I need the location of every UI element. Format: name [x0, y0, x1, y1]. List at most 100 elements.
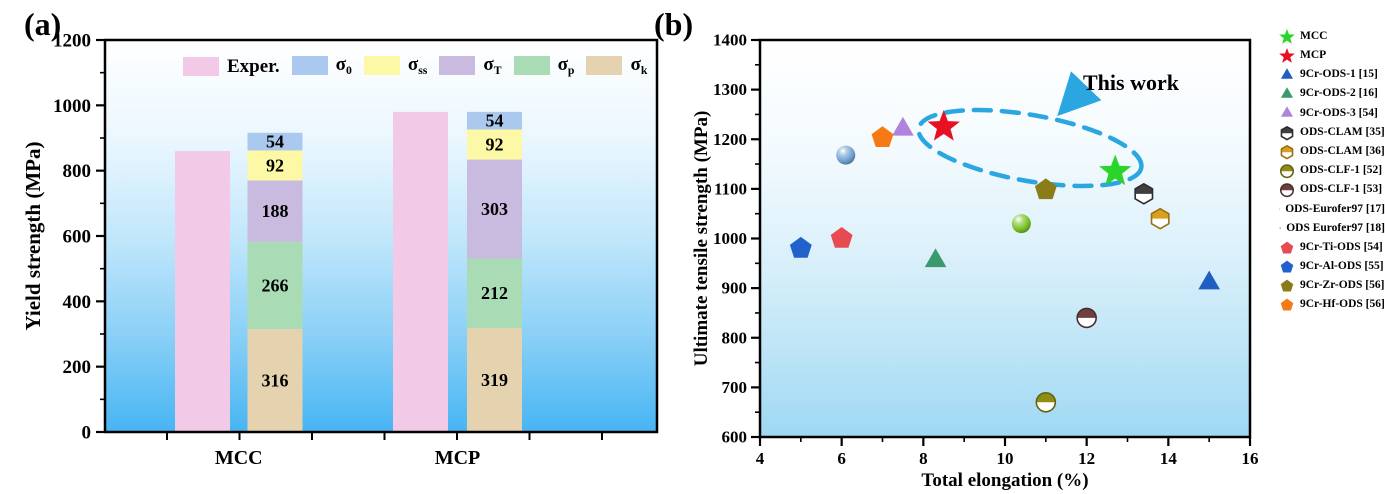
scatter-point-9cr-ods-3-54 [892, 116, 914, 136]
legend-b-label-ods-clam-35: ODS-CLAM [35] [1300, 125, 1385, 138]
legend-a-swatch-sigma-ss [363, 56, 400, 76]
legend-b-item-ods-clf-1-53: ODS-CLF-1 [53] [1279, 181, 1385, 200]
segment-value-label: 54 [266, 132, 284, 152]
legend-marker [1280, 279, 1294, 292]
this-work-arrow [1057, 71, 1102, 117]
bar-mcc-segment-sigma-k [247, 328, 303, 432]
legend-b-label-ods-eurofer97-18: ODS Eurofer97 [18] [1286, 221, 1385, 234]
scatter-point-mcp [927, 109, 960, 141]
legend-b-marker-9cr-ods-1-15 [1280, 68, 1294, 79]
bar-mcc-segment-sigma-p [247, 241, 303, 329]
legend-a-label-sigma-ss: σss [407, 54, 428, 77]
legend-b-item-mcp: MCP [1279, 46, 1385, 65]
legend-b-marker-mcp [1279, 47, 1295, 63]
legend-a-label-sigma-k: σk [630, 54, 648, 77]
legend-a-item-exper: Exper. [183, 55, 280, 77]
segment-value-label: 316 [262, 370, 289, 390]
legend-a-label-exper: Exper. [227, 55, 280, 77]
segment-value-label: 188 [262, 201, 289, 221]
y-tick-label-b: 1200 [713, 130, 747, 149]
y-tick-label-b: 1100 [714, 179, 747, 198]
uts-elongation-scatter-chart: 600 700 800 900 1000 1100 1200 1300 1400 4 6 8 10 12 1… [690, 0, 1385, 494]
x-tick-label-b: 4 [756, 449, 765, 468]
bar-mcp-segment-sigma-k [467, 327, 522, 432]
legend-marker [1280, 241, 1294, 254]
segment-value-label: 92 [486, 135, 504, 155]
legend-a-item-sigma-k: σk [586, 55, 647, 77]
segment-value-label: 319 [481, 370, 508, 390]
y-tick-label-a: 400 [63, 292, 92, 313]
y-tick-label-b: 1300 [713, 80, 747, 99]
y-tick-label-b: 600 [722, 428, 748, 447]
legend-b-item-ods-clf-1-52: ODS-CLF-1 [52] [1279, 161, 1385, 180]
category-label-mcc: MCC [215, 447, 263, 469]
scatter-point-ods-clf-1-52 [1035, 391, 1057, 413]
legend-b-label-9cr-zr-ods-56: 9Cr-Zr-ODS [56] [1300, 279, 1385, 292]
legend-b-label-9cr-al-ods-55: 9Cr-Al-ODS [55] [1300, 260, 1384, 273]
legend-b-label-mcp: MCP [1300, 49, 1327, 62]
scatter-point-ods-clam-36 [1150, 207, 1170, 230]
axis-ticks-b [751, 38, 1252, 446]
y-axis-title-b: Ultimate tensile strength (MPa) [691, 111, 712, 367]
legend-marker [1280, 183, 1294, 198]
legend-b-item-ods-clam-35: ODS-CLAM [35] [1279, 123, 1385, 142]
legend-b-item-9cr-ods-2-16: 9Cr-ODS-2 [16] [1279, 85, 1385, 104]
legend-b-marker-ods-eurofer97-18 [1279, 227, 1281, 230]
legend-b-item-9cr-al-ods-55: 9Cr-Al-ODS [55] [1279, 257, 1385, 276]
y-tick-label-a: 200 [63, 357, 92, 378]
legend-a-swatch-sigma-t [439, 56, 476, 76]
scatter-point-ods-clf-1-53 [1076, 307, 1097, 329]
legend-b-item-9cr-ods-3-54: 9Cr-ODS-3 [54] [1279, 104, 1385, 123]
bar-mcc-segment-sigma-t [247, 180, 303, 242]
legend-marker [1279, 208, 1281, 210]
panel-b-label: (b) [654, 6, 694, 42]
legend-b-marker-ods-clam-35 [1280, 125, 1294, 140]
bar-mcc-segment-sigma-ss [247, 150, 303, 181]
x-tick-label-b: 16 [1242, 449, 1259, 468]
legend-b-label-ods-clf-1-53: ODS-CLF-1 [53] [1300, 183, 1383, 196]
bar-mcp-segment-sigma-ss [467, 129, 522, 160]
bar-mcc-experimental [175, 151, 230, 433]
y-axis-title-a: Yield strength (MPa) [21, 142, 45, 331]
legend-marker [1280, 68, 1294, 79]
legend-b-label-9cr-ods-3-54: 9Cr-ODS-3 [54] [1300, 106, 1378, 119]
scatter-point-9cr-ti-ods-54 [830, 227, 853, 248]
legend-b-marker-9cr-hf-ods-56 [1280, 298, 1294, 311]
legend-b-label-9cr-ti-ods-54: 9Cr-Ti-ODS [54] [1300, 240, 1383, 253]
scatter-point-9cr-ods-2-16 [924, 248, 947, 268]
panel-a-label: (a) [24, 6, 62, 42]
legend-b-marker-ods-clam-36 [1280, 144, 1294, 160]
y-tick-label-b: 800 [722, 328, 748, 347]
x-tick-label-b: 8 [919, 449, 928, 468]
plot-border-a [103, 38, 659, 434]
legend-b-item-ods-eurofer97-17: ODS-Eurofer97 [17] [1279, 200, 1385, 219]
legend-marker [1280, 125, 1294, 140]
y-tick-label-b: 1400 [713, 31, 747, 50]
y-tick-label-a: 800 [63, 161, 92, 182]
legend-b-marker-ods-eurofer97-17 [1279, 208, 1281, 210]
y-tick-label-a: 1200 [53, 31, 91, 52]
legend-b-item-9cr-hf-ods-56: 9Cr-Hf-ODS [56] [1279, 296, 1385, 315]
legend-b-label-ods-eurofer97-17: ODS-Eurofer97 [17] [1285, 202, 1385, 215]
legend-a-swatch-sigma-p [513, 56, 550, 76]
legend-b-item-ods-clam-36: ODS-CLAM [36] [1279, 142, 1385, 161]
x-tick-label-b: 10 [997, 449, 1014, 468]
scatter-point-9cr-hf-ods-56 [871, 126, 894, 148]
legend-b-label-ods-clf-1-52: ODS-CLF-1 [52] [1300, 164, 1383, 177]
scatter-point-9cr-zr-ods-56 [1034, 178, 1057, 200]
bar-mcp-experimental [393, 111, 448, 432]
legend-b-label-9cr-ods-2-16: 9Cr-ODS-2 [16] [1300, 87, 1378, 100]
x-tick-label-b: 12 [1078, 449, 1095, 468]
segment-value-label: 303 [481, 199, 508, 219]
legend-marker [1279, 47, 1295, 63]
legend-marker [1280, 87, 1294, 98]
legend-a-swatch-sigma-0 [291, 56, 328, 76]
legend-marker [1280, 106, 1294, 118]
legend-b-item-9cr-ods-1-15: 9Cr-ODS-1 [15] [1279, 65, 1385, 84]
segment-value-label: 54 [486, 111, 504, 131]
legend-b-item-ods-eurofer97-18: ODS Eurofer97 [18] [1279, 219, 1385, 238]
legend-b-marker-9cr-ods-3-54 [1280, 106, 1294, 118]
bar-mcc-segment-sigma-0 [247, 132, 303, 151]
legend-marker [1279, 227, 1281, 230]
legend-b-marker-9cr-ods-2-16 [1280, 87, 1294, 98]
